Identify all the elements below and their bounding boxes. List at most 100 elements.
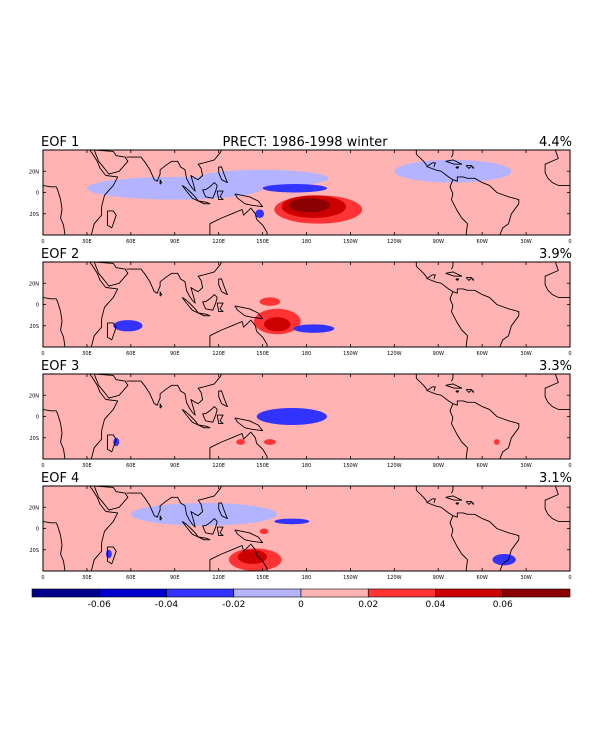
coastline (415, 486, 520, 571)
x-tick-label: 60W (477, 239, 488, 245)
eof-4-variance: 3.1% (539, 471, 572, 486)
coastline (159, 515, 163, 521)
anomaly-blob (255, 209, 265, 218)
colorbar-label: -0.02 (222, 600, 245, 610)
coastline (445, 159, 463, 165)
coastline (202, 406, 218, 423)
x-tick-label: 90E (170, 239, 180, 245)
colorbar-swatch (31, 588, 100, 598)
coastline (159, 291, 163, 297)
y-tick-label: 0 (36, 415, 39, 421)
coastline (471, 502, 474, 505)
coastline (106, 210, 117, 229)
eof-panel-2: EOF 2 3.9% 0 30E 60E 90E 120E 150E 180 150W 120W 90… (29, 247, 572, 357)
colorbar-label: -0.04 (155, 600, 179, 610)
coastline (465, 389, 473, 393)
coastline (89, 486, 119, 571)
x-tick-label: 30W (520, 351, 531, 357)
coastline (106, 322, 117, 341)
field-background (43, 486, 570, 571)
colorbar-label: 0.06 (493, 600, 513, 610)
x-tick-label: 30E (82, 351, 92, 357)
coastline (233, 486, 234, 487)
x-tick-label: 180 (302, 351, 312, 357)
coastline (544, 486, 570, 522)
coastline (544, 374, 570, 410)
coastline (209, 431, 268, 459)
coastline (471, 278, 474, 281)
coastline (209, 543, 268, 571)
coastline (181, 297, 199, 314)
coastline (159, 179, 163, 185)
x-tick-label: 150E (256, 239, 269, 245)
anomaly-blob (262, 184, 327, 193)
y-tick-label: 20S (29, 548, 39, 554)
x-tick-label: 60W (477, 351, 488, 357)
anomaly-blob (291, 286, 468, 309)
x-tick-label: 0 (568, 239, 571, 245)
anomaly-blob (256, 408, 327, 425)
anomaly-blob (492, 554, 516, 566)
coastline (426, 386, 436, 392)
y-tick-label: 20S (29, 324, 39, 330)
y-tick-label: 0 (36, 527, 39, 533)
x-tick-label: 120E (212, 575, 225, 581)
y-tick-label: 0 (36, 191, 39, 197)
colorbar-swatch (166, 588, 235, 598)
coastline (93, 374, 129, 399)
coastline (234, 193, 264, 208)
eof-panel-3: EOF 3 3.3% 0 30E 60E 90E 120E 150E 180 150W 120W 90… (29, 359, 572, 469)
anomaly-blob (493, 439, 500, 445)
coastline (426, 162, 436, 168)
anomaly-blob (236, 439, 246, 445)
colorbar-label: 0 (298, 600, 304, 610)
coastline (465, 501, 473, 505)
anomaly-blob (264, 317, 291, 332)
coastline (202, 182, 218, 199)
x-tick-label: 0 (568, 463, 571, 469)
x-tick-label: 90W (433, 463, 444, 469)
coastline (202, 518, 218, 535)
x-tick-label: 90W (433, 575, 444, 581)
coastline (218, 390, 228, 408)
coastline (426, 274, 436, 280)
x-tick-label: 60E (126, 575, 136, 581)
anomaly-blob (288, 198, 330, 213)
x-tick-label: 120W (387, 351, 402, 357)
coastline (159, 403, 163, 409)
coastline (415, 374, 520, 459)
x-tick-label: 90E (170, 575, 180, 581)
coastline (216, 190, 224, 201)
x-tick-label: 120E (212, 463, 225, 469)
coastline (465, 165, 473, 169)
coastline (234, 305, 264, 320)
coastline (218, 278, 228, 296)
coastline (234, 529, 264, 544)
x-tick-label: 60W (477, 575, 488, 581)
anomaly-blob (321, 524, 468, 547)
coastline (93, 486, 129, 511)
coastline (89, 374, 119, 459)
y-tick-label: 20N (29, 505, 39, 511)
coastline (449, 515, 468, 571)
anomaly-blob (259, 297, 281, 306)
x-tick-label: 0 (568, 351, 571, 357)
x-tick-label: 30W (520, 239, 531, 245)
coastline (43, 520, 66, 571)
x-tick-label: 90W (433, 351, 444, 357)
colorbar-swatch (367, 588, 436, 598)
x-tick-label: 60E (126, 239, 136, 245)
anomaly-blob (189, 271, 366, 295)
x-tick-label: 90E (170, 351, 180, 357)
y-tick-label: 0 (36, 303, 39, 309)
x-tick-label: 150W (343, 239, 358, 245)
y-tick-label: 20S (29, 436, 39, 442)
coastline (471, 390, 474, 393)
x-tick-label: 180 (302, 575, 312, 581)
x-tick-label: 60E (126, 351, 136, 357)
y-tick-label: 20N (29, 169, 39, 175)
y-tick-label: 20N (29, 281, 39, 287)
x-tick-label: 30E (82, 575, 92, 581)
coastline (126, 262, 222, 304)
